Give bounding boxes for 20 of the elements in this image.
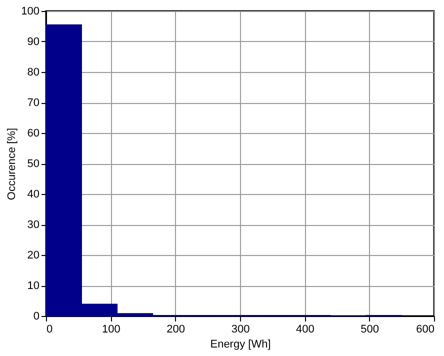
- x-tick-label: 400: [296, 324, 314, 336]
- y-tick-label: 100: [21, 6, 40, 18]
- y-tick-label: 20: [27, 250, 40, 262]
- x-tick-label: 300: [231, 324, 250, 336]
- x-tick-label: 600: [416, 324, 434, 336]
- x-tick-label: 200: [166, 324, 186, 336]
- x-axis-title: Energy [Wh]: [210, 338, 271, 350]
- x-tick-label: 0: [46, 324, 53, 336]
- y-tick-label: 60: [27, 128, 40, 140]
- y-tick-label: 0: [33, 310, 40, 322]
- y-tick-label: 40: [27, 188, 40, 200]
- x-tick-label: 100: [102, 324, 120, 336]
- y-tick-label: 70: [27, 97, 40, 109]
- y-tick-label: 50: [27, 158, 40, 170]
- y-tick-label: 30: [27, 219, 40, 231]
- y-tick-label: 90: [27, 36, 40, 48]
- x-tick-label: 500: [360, 324, 380, 336]
- y-axis-title: Occurence [%]: [6, 128, 18, 200]
- y-tick-label: 80: [27, 66, 40, 78]
- y-tick-label: 10: [27, 280, 40, 292]
